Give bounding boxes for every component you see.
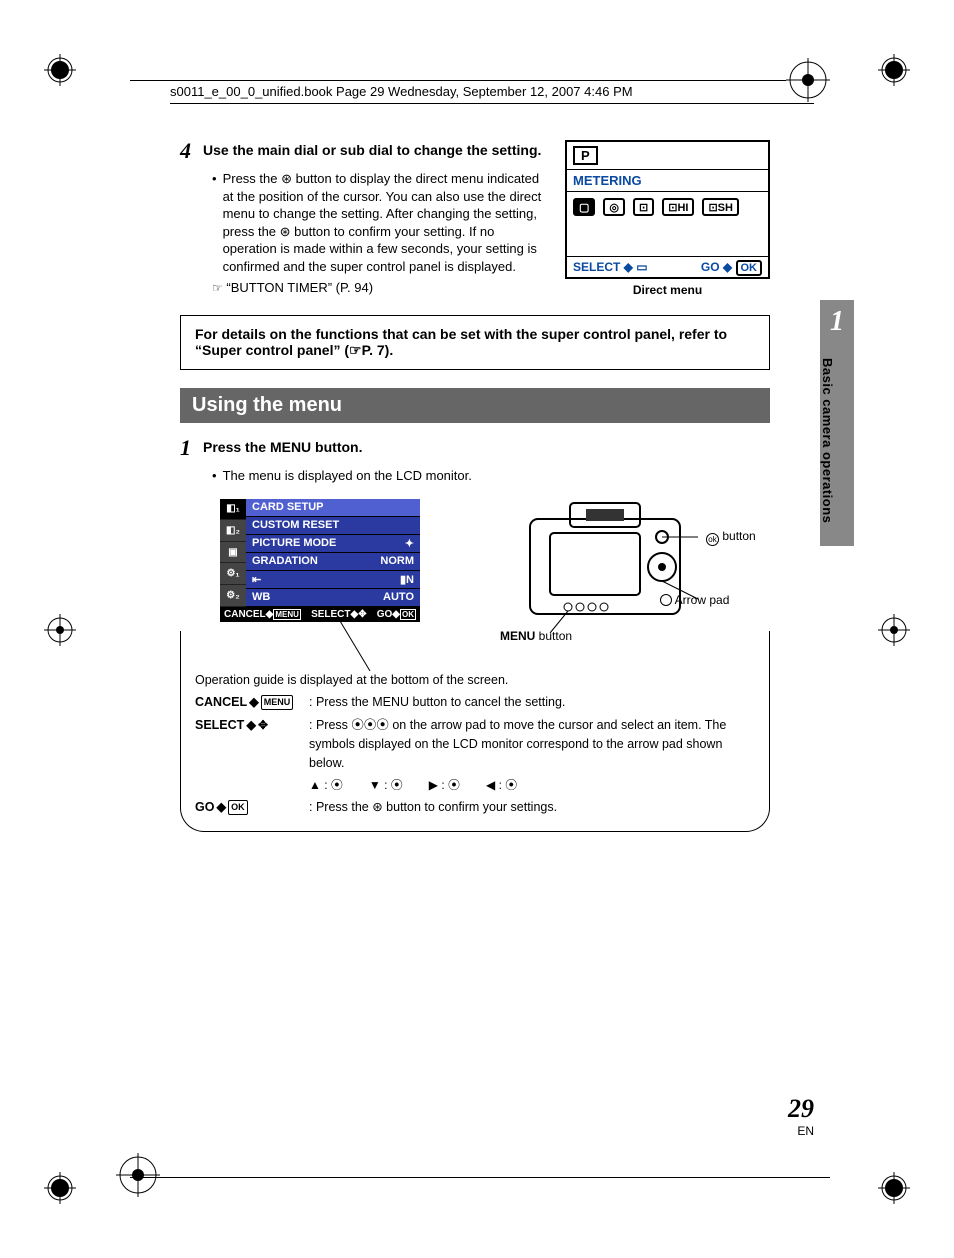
pointer-icon: ☞ bbox=[212, 281, 223, 295]
ok-icon: ok bbox=[706, 533, 719, 546]
camera-diagram: ok button Arrow pad MENU button bbox=[520, 499, 700, 639]
rule-line bbox=[130, 1177, 830, 1178]
lcd-tab: ▣ bbox=[220, 542, 246, 564]
operation-guide-box: Operation guide is displayed at the bott… bbox=[180, 631, 770, 833]
direct-menu-header: METERING bbox=[567, 169, 768, 192]
menu-and-camera-row: ◧₁ ◧₂ ▣ ⚙₁ ⚙₂ CARD SETUP CUSTOM RESET PI… bbox=[220, 499, 770, 639]
lcd-menu-screenshot: ◧₁ ◧₂ ▣ ⚙₁ ⚙₂ CARD SETUP CUSTOM RESET PI… bbox=[220, 499, 420, 622]
lcd-menu-row: GRADATIONNORM bbox=[246, 553, 420, 571]
arrow-pad-icon bbox=[660, 594, 672, 606]
step-1-block: 1 Press the MENU button. bbox=[180, 437, 770, 459]
crop-mark-icon bbox=[40, 50, 80, 90]
op-guide-row-go: GO◆OK : Press the ⊛ button to confirm yo… bbox=[195, 798, 755, 817]
arrow-pad-callout: Arrow pad bbox=[660, 593, 729, 607]
crop-mark-icon bbox=[40, 1168, 80, 1208]
lcd-menu-row: WBAUTO bbox=[246, 589, 420, 607]
lcd-tab: ⚙₂ bbox=[220, 585, 246, 607]
op-guide-row-cancel: CANCEL◆MENU : Press the MENU button to c… bbox=[195, 693, 755, 712]
op-guide-intro: Operation guide is displayed at the bott… bbox=[195, 671, 755, 690]
direct-menu-panel: P METERING ▢ ◎ ⊡ ⊡HI ⊡SH SELECT ◆ ▭ GO ◆… bbox=[565, 140, 770, 297]
metering-option: ◎ bbox=[603, 198, 625, 216]
page-number-block: 29 EN bbox=[788, 1094, 814, 1138]
reference-box: For details on the functions that can be… bbox=[180, 315, 770, 370]
metering-option: ⊡HI bbox=[662, 198, 694, 216]
lcd-menu-row: ⇤▮N bbox=[246, 571, 420, 589]
lcd-tab-column: ◧₁ ◧₂ ▣ ⚙₁ ⚙₂ bbox=[220, 499, 246, 607]
cross-reference: ☞ “BUTTON TIMER” (P. 94) bbox=[212, 279, 545, 297]
lcd-tab: ◧₁ bbox=[220, 499, 246, 521]
arrow-symbol-map: ▲ : ⦿ ▼ : ⦿ ▶ : ⦿ ◀ : ⦿ bbox=[309, 776, 755, 794]
step-body-text: The menu is displayed on the LCD monitor… bbox=[223, 467, 472, 485]
step-number: 4 bbox=[180, 140, 191, 162]
chapter-label: Basic camera operations bbox=[820, 346, 835, 536]
page-language: EN bbox=[788, 1124, 814, 1138]
camera-icon bbox=[520, 499, 700, 639]
chapter-tab: 1 Basic camera operations bbox=[820, 300, 854, 546]
ok-badge: OK bbox=[736, 260, 763, 276]
direct-menu-mode-row: P bbox=[567, 142, 768, 169]
page-header-path: s0011_e_00_0_unified.book Page 29 Wednes… bbox=[170, 84, 814, 104]
bullet-dot: • bbox=[212, 467, 217, 485]
lcd-tab: ◧₂ bbox=[220, 520, 246, 542]
step-heading: Press the MENU button. bbox=[203, 439, 362, 459]
crop-mark-icon bbox=[874, 1168, 914, 1208]
metering-option: ▢ bbox=[573, 198, 595, 216]
lcd-menu-row: PICTURE MODE✦ bbox=[246, 535, 420, 553]
mode-indicator: P bbox=[573, 146, 598, 165]
chapter-number: 1 bbox=[820, 306, 854, 338]
direct-menu-caption: Direct menu bbox=[565, 283, 770, 297]
metering-option: ⊡ bbox=[633, 198, 654, 216]
metering-option: ⊡SH bbox=[702, 198, 739, 216]
op-guide-row-select: SELECT◆✥ : Press ⦿⦿⦿ on the arrow pad to… bbox=[195, 716, 755, 794]
bullet-dot: • bbox=[212, 170, 217, 275]
section-heading: Using the menu bbox=[180, 388, 770, 423]
step-4-block: 4 Use the main dial or sub dial to chang… bbox=[180, 140, 770, 297]
registration-mark-icon bbox=[116, 1153, 160, 1200]
step-number: 1 bbox=[180, 437, 191, 459]
page-number: 29 bbox=[788, 1094, 814, 1124]
lcd-menu-row: CUSTOM RESET bbox=[246, 517, 420, 535]
lcd-menu-row: CARD SETUP bbox=[246, 499, 420, 517]
step-body-text: Press the ⊛ button to display the direct… bbox=[223, 170, 545, 275]
lcd-tab: ⚙₁ bbox=[220, 563, 246, 585]
ok-button-callout: ok button bbox=[706, 529, 756, 546]
rule-line bbox=[130, 80, 786, 81]
crop-mark-icon bbox=[40, 610, 80, 650]
crop-mark-icon bbox=[874, 610, 914, 650]
crop-mark-icon bbox=[874, 50, 914, 90]
step-heading: Use the main dial or sub dial to change … bbox=[203, 142, 541, 162]
page-content: 4 Use the main dial or sub dial to chang… bbox=[180, 140, 770, 832]
direct-menu-footer: SELECT ◆ ▭ GO ◆ OK bbox=[567, 256, 768, 277]
lcd-menu-rows: CARD SETUP CUSTOM RESET PICTURE MODE✦ GR… bbox=[246, 499, 420, 607]
direct-menu-body: ▢ ◎ ⊡ ⊡HI ⊡SH bbox=[567, 192, 768, 256]
lcd-menu-footer: CANCEL◆MENU SELECT◆✥ GO◆OK bbox=[220, 607, 420, 622]
